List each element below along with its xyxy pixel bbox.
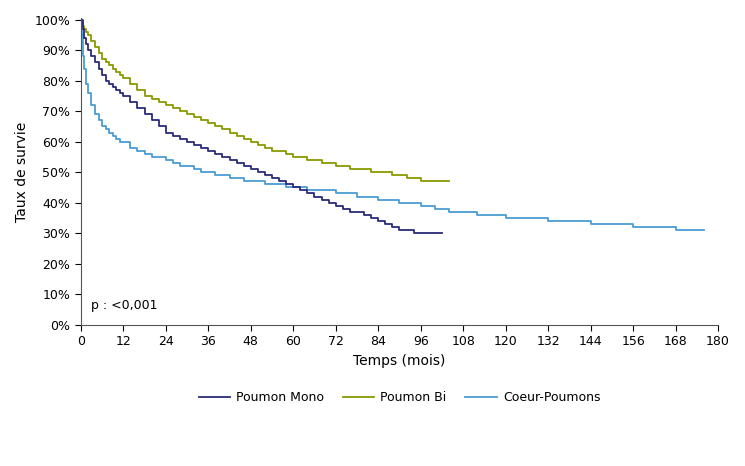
Coeur-Poumons [700, 227, 708, 233]
Poumon Bi [126, 81, 135, 87]
Poumon Bi [77, 17, 86, 22]
Coeur-Poumons [77, 17, 86, 22]
Line: Poumon Bi: Poumon Bi [81, 20, 449, 181]
Poumon Bi [108, 66, 117, 71]
Poumon Bi [416, 178, 425, 184]
Text: p : <0,001: p : <0,001 [92, 299, 158, 312]
Poumon Mono [126, 99, 135, 105]
Coeur-Poumons [324, 188, 333, 193]
Coeur-Poumons [409, 200, 418, 206]
Poumon Mono [105, 81, 114, 87]
Line: Poumon Mono: Poumon Mono [81, 20, 442, 233]
Coeur-Poumons [671, 227, 680, 233]
Poumon Mono [282, 182, 291, 187]
Poumon Bi [275, 148, 284, 154]
Poumon Mono [437, 230, 446, 236]
Poumon Bi [83, 32, 92, 38]
Y-axis label: Taux de survie: Taux de survie [15, 121, 29, 221]
Poumon Bi [388, 172, 397, 178]
Poumon Mono [77, 17, 86, 22]
Coeur-Poumons [225, 175, 234, 181]
Poumon Mono [140, 111, 149, 117]
X-axis label: Temps (mois): Temps (mois) [353, 354, 446, 368]
Coeur-Poumons [232, 175, 241, 181]
Poumon Mono [154, 123, 163, 129]
Poumon Mono [162, 130, 171, 135]
Poumon Mono [409, 230, 418, 236]
Coeur-Poumons [140, 151, 149, 157]
Legend: Poumon Mono, Poumon Bi, Coeur-Poumons: Poumon Mono, Poumon Bi, Coeur-Poumons [194, 386, 606, 409]
Line: Coeur-Poumons: Coeur-Poumons [81, 20, 704, 230]
Poumon Bi [445, 178, 454, 184]
Coeur-Poumons [154, 154, 163, 160]
Poumon Bi [225, 130, 234, 135]
